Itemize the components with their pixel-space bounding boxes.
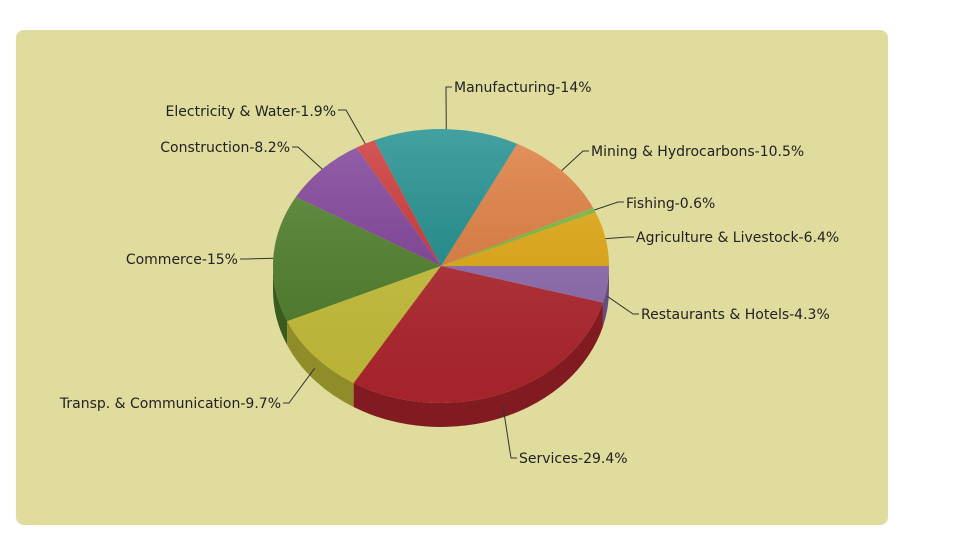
slice-label-services: Services-29.4% <box>519 451 628 467</box>
leader-line-electricity-and-water <box>338 109 366 144</box>
pie-shine-overlay <box>273 129 609 403</box>
leader-line-restaurants-and-hotels <box>607 296 639 315</box>
pie-chart: Agriculture & Livestock-6.4% Fishing-0.6%… <box>59 80 839 467</box>
leader-line-transp-and-communication <box>283 367 316 404</box>
leader-line-fishing <box>594 201 624 211</box>
pie-side-services <box>353 302 603 427</box>
leader-line-manufacturing <box>445 86 452 130</box>
leader-line-commerce <box>240 257 274 260</box>
slice-label-construction: Construction-8.2% <box>160 140 290 156</box>
slice-label-commerce: Commerce-15% <box>126 252 238 268</box>
slice-label-agriculture-and-livestock: Agriculture & Livestock-6.4% <box>636 230 839 246</box>
pie-side-commerce <box>273 266 288 346</box>
slice-label-transp-and-communication: Transp. & Communication-9.7% <box>59 396 281 412</box>
slice-label-manufacturing: Manufacturing-14% <box>454 80 592 96</box>
leader-line-agriculture-and-livestock <box>605 236 634 240</box>
leader-line-services <box>502 405 517 459</box>
slice-label-mining-and-hydrocarbons: Mining & Hydrocarbons-10.5% <box>591 144 804 160</box>
leader-line-construction <box>292 146 323 170</box>
pie-side-transp-and-communication <box>287 321 354 408</box>
slice-label-restaurants-and-hotels: Restaurants & Hotels-4.3% <box>641 307 830 323</box>
slice-label-fishing: Fishing-0.6% <box>626 196 715 212</box>
slice-label-electricity-and-water: Electricity & Water-1.9% <box>166 104 336 120</box>
chart-panel: Agriculture & Livestock-6.4% Fishing-0.6%… <box>16 30 888 525</box>
leader-line-mining-and-hydrocarbons <box>561 150 589 172</box>
pie-side-restaurants-and-hotels <box>602 266 609 327</box>
